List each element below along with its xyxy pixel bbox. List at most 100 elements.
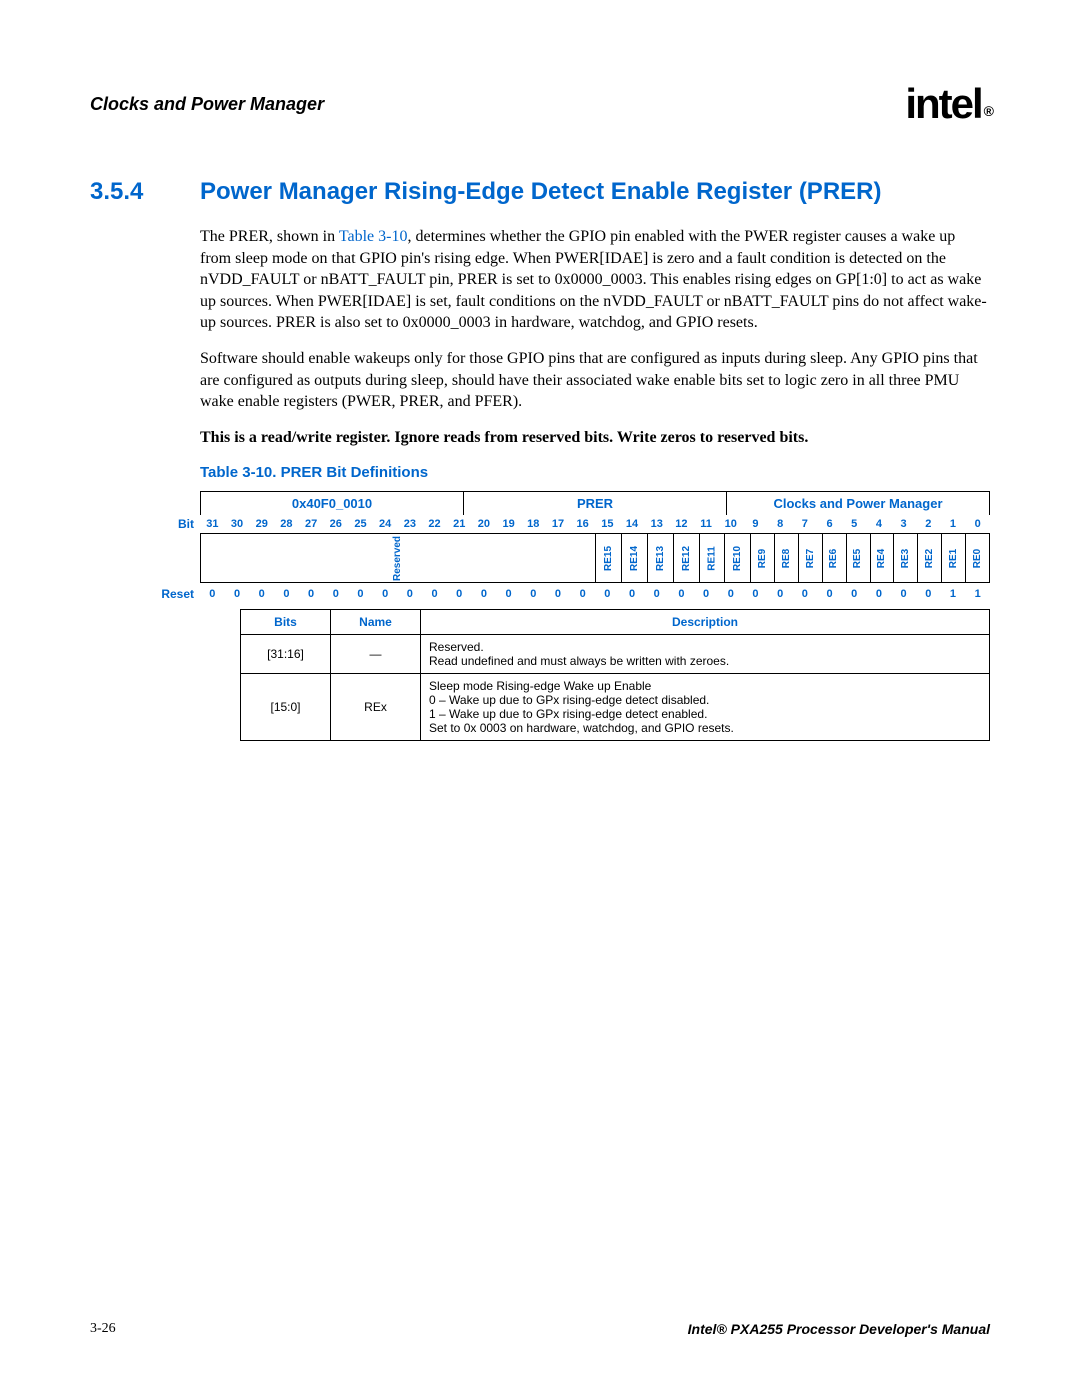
bit-number: 27 [299, 515, 324, 533]
bit-field: RE5 [847, 534, 871, 582]
bit-field: RE0 [966, 534, 989, 582]
bit-number: 21 [447, 515, 472, 533]
bit-number: 7 [793, 515, 818, 533]
register-table: 0x40F0_0010 PRER Clocks and Power Manage… [200, 491, 990, 741]
bit-field: RE11 [700, 534, 725, 582]
bit-number-row: Bit 313029282726252423222120191817161514… [160, 515, 990, 533]
reset-value: 0 [718, 585, 743, 603]
bit-field: RE14 [622, 534, 648, 582]
reset-value-row: Reset 00000000000000000000000000000011 [160, 585, 990, 603]
col-name: Name [331, 610, 421, 635]
section-title: Power Manager Rising-Edge Detect Enable … [200, 178, 881, 206]
bit-number: 23 [398, 515, 423, 533]
bit-number: 13 [644, 515, 669, 533]
paragraph-note: This is a read/write register. Ignore re… [200, 427, 990, 449]
bit-number: 3 [891, 515, 916, 533]
reg-name: PRER [464, 492, 727, 515]
bit-field: RE12 [674, 534, 700, 582]
bit-field: RE9 [751, 534, 775, 582]
reset-value: 0 [348, 585, 373, 603]
reset-value: 0 [200, 585, 225, 603]
bit-number: 24 [373, 515, 398, 533]
bit-field: RE6 [823, 534, 847, 582]
bit-field: RE15 [596, 534, 622, 582]
reset-value: 0 [472, 585, 497, 603]
bit-number: 9 [743, 515, 768, 533]
bit-field: RE4 [871, 534, 895, 582]
bit-number: 6 [817, 515, 842, 533]
header-title: Clocks and Power Manager [90, 94, 324, 115]
reset-value: 0 [570, 585, 595, 603]
bit-number: 29 [249, 515, 274, 533]
paragraph-2: Software should enable wakeups only for … [200, 348, 990, 413]
bit-number: 2 [916, 515, 941, 533]
reset-value: 0 [595, 585, 620, 603]
reset-value: 0 [842, 585, 867, 603]
bit-number: 18 [521, 515, 546, 533]
bit-field: RE3 [894, 534, 918, 582]
bit-number: 20 [472, 515, 497, 533]
reset-value: 0 [694, 585, 719, 603]
table-row: [31:16] — Reserved. Read undefined and m… [241, 635, 990, 674]
bit-field: RE8 [775, 534, 799, 582]
reserved-field: Reserved [201, 534, 596, 582]
reset-value: 0 [225, 585, 250, 603]
reset-value: 0 [620, 585, 645, 603]
reset-value: 0 [422, 585, 447, 603]
bit-number: 8 [768, 515, 793, 533]
reset-value: 0 [669, 585, 694, 603]
table-caption: Table 3-10. PRER Bit Definitions [200, 464, 990, 481]
bit-number: 10 [718, 515, 743, 533]
reset-value: 0 [398, 585, 423, 603]
reset-value: 0 [891, 585, 916, 603]
bit-number: 31 [200, 515, 225, 533]
paragraph-1: The PRER, shown in Table 3-10, determine… [200, 226, 990, 334]
page-header: Clocks and Power Manager intel® [90, 80, 990, 128]
reset-value: 0 [644, 585, 669, 603]
bit-name-row: Reserved RE15RE14RE13RE12RE11RE10RE9RE8R… [160, 533, 990, 583]
reg-address: 0x40F0_0010 [201, 492, 464, 515]
bit-number: 11 [694, 515, 719, 533]
bit-number: 16 [570, 515, 595, 533]
section-heading: 3.5.4 Power Manager Rising-Edge Detect E… [90, 178, 990, 206]
table-row: [15:0] REx Sleep mode Rising-edge Wake u… [241, 674, 990, 741]
reset-value: 0 [521, 585, 546, 603]
bit-field: RE2 [918, 534, 942, 582]
reset-value: 0 [496, 585, 521, 603]
bit-number: 25 [348, 515, 373, 533]
bit-number: 0 [965, 515, 990, 533]
bit-description-table: Bits Name Description [31:16] — Reserved… [240, 609, 990, 741]
bit-field: RE10 [725, 534, 751, 582]
reset-value: 1 [965, 585, 990, 603]
page-number: 3-26 [90, 1321, 116, 1337]
reset-value: 1 [941, 585, 966, 603]
bit-field: RE1 [942, 534, 966, 582]
reset-value: 0 [867, 585, 892, 603]
reset-value: 0 [447, 585, 472, 603]
bit-number: 28 [274, 515, 299, 533]
reset-value: 0 [768, 585, 793, 603]
table-ref-link[interactable]: Table 3-10 [339, 228, 408, 245]
bit-number: 1 [941, 515, 966, 533]
reset-value: 0 [373, 585, 398, 603]
bit-number: 12 [669, 515, 694, 533]
bit-number: 30 [225, 515, 250, 533]
manual-title: Intel® PXA255 Processor Developer's Manu… [688, 1321, 990, 1337]
bit-number: 4 [867, 515, 892, 533]
reset-value: 0 [743, 585, 768, 603]
reset-value: 0 [817, 585, 842, 603]
col-bits: Bits [241, 610, 331, 635]
reset-value: 0 [323, 585, 348, 603]
page-footer: 3-26 Intel® PXA255 Processor Developer's… [90, 1321, 990, 1337]
section-number: 3.5.4 [90, 178, 170, 206]
bit-number: 22 [422, 515, 447, 533]
bit-number: 14 [620, 515, 645, 533]
reset-value: 0 [299, 585, 324, 603]
reset-value: 0 [249, 585, 274, 603]
reg-module: Clocks and Power Manager [727, 492, 989, 515]
bit-number: 26 [323, 515, 348, 533]
col-desc: Description [421, 610, 990, 635]
bit-field: RE13 [648, 534, 674, 582]
bit-field: RE7 [799, 534, 823, 582]
bit-number: 5 [842, 515, 867, 533]
